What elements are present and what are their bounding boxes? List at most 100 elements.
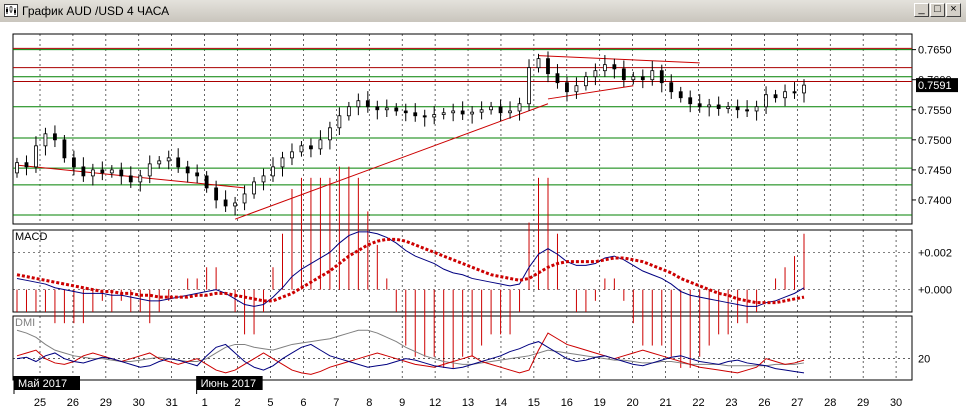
candle-body [119, 169, 124, 177]
candle-body [242, 193, 247, 204]
candle-body [565, 82, 569, 93]
x-tick-label: 28 [824, 397, 836, 409]
candle-body [517, 103, 522, 112]
candle-body [299, 145, 304, 153]
macd-line [16, 231, 805, 307]
candle-body [422, 115, 427, 118]
x-tick-label: 14 [495, 397, 507, 409]
chart-window-icon [4, 4, 18, 17]
candle-body [527, 67, 531, 105]
candle-body [384, 107, 389, 111]
candle-body [451, 110, 456, 114]
candle-body [166, 157, 171, 162]
candle-body [318, 139, 323, 150]
x-tick-label: 30 [890, 397, 902, 409]
candle-body [309, 145, 313, 150]
macd-label: MACD [15, 231, 47, 243]
candle-body [460, 110, 465, 115]
candle-body [593, 70, 598, 78]
close-button[interactable]: × [946, 3, 961, 17]
x-tick-label: 15 [528, 397, 540, 409]
x-tick-label: 9 [399, 397, 405, 409]
month-label-bg [14, 376, 80, 390]
x-tick-label: 21 [659, 397, 671, 409]
candle-body [34, 145, 38, 168]
candle-body [403, 110, 408, 114]
x-tick-label: 6 [300, 397, 306, 409]
candle-body [602, 64, 607, 72]
candle-body [62, 139, 67, 159]
candle-body [271, 166, 275, 177]
candle-body [489, 106, 493, 111]
candle-body [726, 106, 731, 109]
trendline [538, 55, 700, 64]
candle-body [185, 166, 190, 174]
candle-body [128, 175, 133, 183]
x-tick-label: 5 [267, 397, 273, 409]
x-tick-label: 1 [202, 397, 208, 409]
x-tick-label: 26 [758, 397, 770, 409]
candle-body [441, 112, 446, 115]
price-tick-label: 0.7550 [918, 105, 952, 117]
trendline [234, 103, 549, 220]
candle-body [109, 169, 114, 174]
candle-body [697, 103, 702, 108]
maximize-button[interactable]: □ [930, 3, 945, 17]
price-tick-label: 0.7400 [918, 195, 952, 207]
price-tick-label: 0.7500 [918, 135, 952, 147]
price-tick-label: 0.7450 [918, 165, 952, 177]
candle-body [394, 107, 399, 112]
candle-body [157, 160, 162, 165]
candle-body [470, 111, 475, 115]
x-tick-label: 29 [100, 397, 112, 409]
candle-body [536, 58, 541, 69]
x-tick-label: 19 [594, 397, 606, 409]
candle-body [716, 104, 721, 109]
candle-body [90, 169, 95, 177]
x-tick-label: 8 [366, 397, 372, 409]
x-tick-label: 13 [462, 397, 474, 409]
candle-body [707, 104, 712, 108]
candle-body [223, 199, 228, 207]
dmi-label: DMI [15, 317, 35, 329]
candle-body [678, 91, 683, 99]
candle-body [138, 175, 143, 183]
candle-body [659, 70, 664, 84]
candle-body [773, 94, 778, 99]
x-tick-label: 25 [34, 397, 46, 409]
candle-body [650, 70, 655, 81]
candle-body [43, 133, 48, 147]
candle-body [53, 133, 57, 141]
price-tick-label: 0.7650 [918, 45, 952, 57]
candle-body [479, 109, 484, 113]
candle-body [328, 127, 332, 141]
candle-body [195, 172, 200, 177]
candle-body [792, 91, 797, 94]
window-title: График AUD /USD 4 ЧАСА [22, 4, 170, 18]
candle-body [783, 91, 787, 99]
candle-body [261, 175, 266, 183]
macd-tick-label: +0.000 [918, 285, 952, 297]
trendline [547, 85, 634, 100]
candle-body [498, 106, 503, 114]
dmi-adx-line [16, 329, 805, 367]
minimize-button[interactable]: _ [914, 3, 929, 17]
candle-body [100, 169, 105, 174]
candle-body [764, 94, 768, 108]
candle-body [24, 162, 29, 168]
candle-body [413, 112, 418, 117]
x-tick-label: 26 [67, 397, 79, 409]
x-tick-label: 20 [627, 397, 639, 409]
month-label-bg [196, 376, 263, 390]
candle-body [214, 187, 219, 201]
candle-body [631, 76, 636, 81]
candle-body [147, 163, 152, 177]
candle-body [346, 106, 351, 117]
candle-body [432, 114, 437, 118]
candle-body [640, 76, 645, 81]
chart-canvas[interactable]: 25 26 29 30 31 1 2 5 6 7 8 9 12 13 14 15 16 19 20 21 22 23 26 2… [0, 22, 966, 416]
macd-tick-label: +0.002 [918, 247, 952, 259]
candle-body [621, 68, 626, 81]
x-tick-label: 30 [133, 397, 145, 409]
chart-area[interactable]: 25 26 29 30 31 1 2 5 6 7 8 9 12 13 14 15 16 19 20 21 22 23 26 2… [0, 22, 966, 416]
